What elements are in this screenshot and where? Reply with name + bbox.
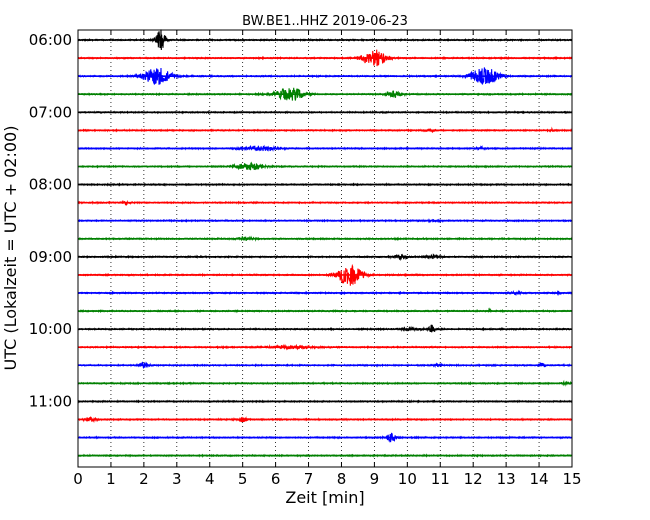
x-tick-label: 8 xyxy=(337,470,347,488)
x-tick-label: 5 xyxy=(238,470,248,488)
grid-lines xyxy=(110,30,540,467)
x-axis: 0 1 2 3 4 5 6 7 8 9 10 11 12 13 14 15 xyxy=(73,30,582,488)
x-tick-label: 7 xyxy=(304,470,314,488)
y-tick-label: 06:00 xyxy=(29,31,72,49)
x-tick-label: 10 xyxy=(398,470,417,488)
x-tick-label: 12 xyxy=(464,470,483,488)
x-tick-label: 3 xyxy=(172,470,182,488)
trace-lines xyxy=(77,29,573,458)
y-tick-label: 10:00 xyxy=(29,320,72,338)
chart-title: BW.BE1..HHZ 2019-06-23 xyxy=(242,14,408,29)
x-tick-label: 13 xyxy=(497,470,516,488)
y-axis-label: UTC (Lokalzeit = UTC + 02:00) xyxy=(1,126,20,371)
y-axis: 06:00 07:00 08:00 09:00 10:00 11:00 xyxy=(29,31,572,410)
x-tick-label: 15 xyxy=(562,470,581,488)
x-tick-label: 4 xyxy=(205,470,215,488)
y-tick-label: 09:00 xyxy=(29,248,72,266)
plot-frame xyxy=(77,29,573,468)
y-tick-label: 07:00 xyxy=(29,103,72,121)
trace-0915 xyxy=(77,263,573,286)
x-tick-label: 9 xyxy=(370,470,380,488)
x-tick-label: 0 xyxy=(73,470,83,488)
x-tick-label: 6 xyxy=(271,470,281,488)
y-tick-label: 11:00 xyxy=(29,392,72,410)
y-tick-label: 08:00 xyxy=(29,176,72,194)
x-tick-label: 2 xyxy=(139,470,149,488)
x-tick-label: 1 xyxy=(106,470,116,488)
x-tick-label: 14 xyxy=(530,470,549,488)
x-axis-label: Zeit [min] xyxy=(285,488,364,507)
x-tick-label: 11 xyxy=(431,470,450,488)
